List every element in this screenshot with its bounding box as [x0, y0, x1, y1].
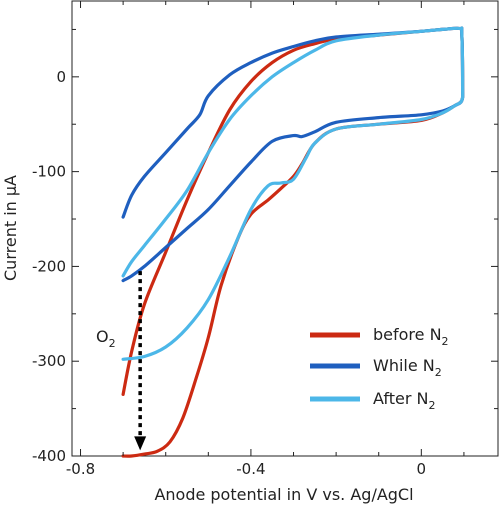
legend: before N2 While N2 After N2	[310, 325, 449, 412]
legend-label-2: After N2	[373, 389, 435, 412]
y-tick-label: -300	[32, 352, 66, 370]
x-axis-label: Anode potential in V vs. Ag/AgCl	[154, 485, 413, 504]
plot-frame	[71, 0, 499, 457]
o2-annotation-label: O2	[96, 327, 116, 350]
x-tick-label: -0.4	[236, 460, 265, 478]
o2-arrow-head	[134, 436, 147, 451]
annotation-layer: O2	[96, 271, 147, 451]
legend-label-1: While N2	[373, 356, 442, 379]
legend-label-0: before N2	[373, 325, 449, 348]
series-line-2	[121, 26, 465, 361]
x-tick-label: -0.8	[66, 460, 95, 478]
o2-annotation-subscript: 2	[109, 337, 116, 350]
axis-layer: -0.8 -0.4 0 -400 -300 -200 -100 0	[32, 1, 498, 478]
y-tick-label: -400	[32, 447, 66, 465]
y-tick-label: -200	[32, 257, 66, 275]
y-tick-label: 0	[56, 68, 66, 86]
o2-annotation-text: O	[96, 327, 109, 346]
y-axis-label: Current in µA	[1, 175, 20, 281]
y-tick-label: -100	[32, 163, 66, 181]
x-tick-label: 0	[417, 460, 427, 478]
series-layer	[121, 26, 465, 458]
series-line-1	[121, 26, 465, 283]
